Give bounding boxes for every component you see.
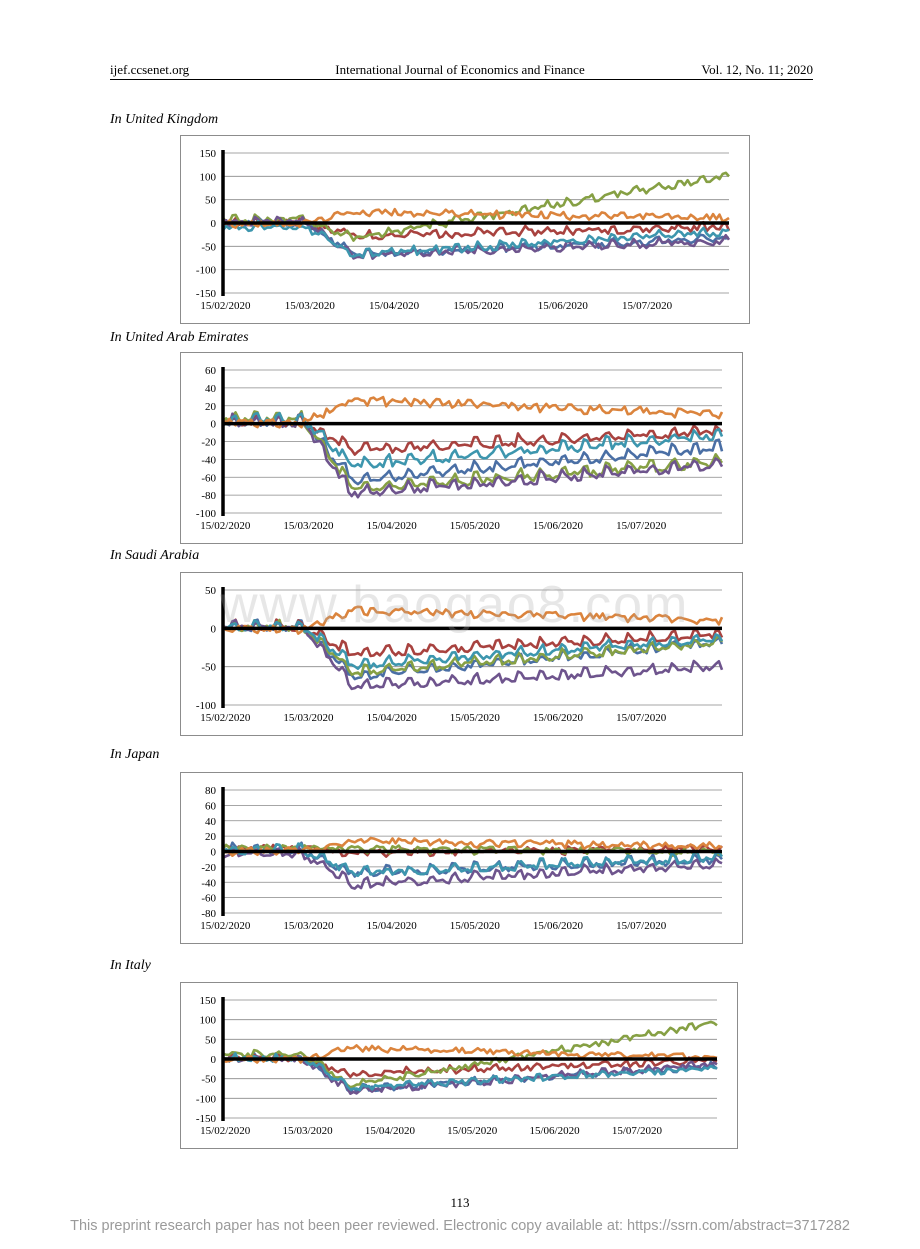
y-tick-label: -150 <box>196 288 217 300</box>
x-tick-label: 15/07/2020 <box>616 520 667 532</box>
x-tick-label: 15/03/2020 <box>283 920 334 932</box>
y-tick-label: -60 <box>201 893 216 905</box>
y-tick-label: 50 <box>205 1034 217 1046</box>
y-tick-label: -50 <box>201 1074 216 1086</box>
x-tick-label: 15/04/2020 <box>367 920 418 932</box>
series-purple <box>222 846 723 890</box>
section-title-uk: In United Kingdom <box>110 112 219 127</box>
y-tick-label: 50 <box>205 195 217 207</box>
page-number: 113 <box>450 1195 470 1210</box>
y-tick-label: -50 <box>201 662 216 674</box>
y-tick-label: -20 <box>201 437 216 449</box>
chart-italy: 150 100 50 0 -50 -100 -150 15/02/2020 15/03/2020… <box>180 982 738 1149</box>
x-tick-label: 15/05/2020 <box>447 1125 498 1137</box>
preprint-footer-note: This preprint research paper has not bee… <box>70 1218 850 1234</box>
y-tick-label: -100 <box>196 700 217 712</box>
y-tick-label: -40 <box>201 877 216 889</box>
header-right: Vol. 12, No. 11; 2020 <box>701 62 813 77</box>
y-tick-label: 100 <box>200 1015 217 1027</box>
x-tick-label: 15/04/2020 <box>367 712 418 724</box>
series-teal <box>222 619 724 670</box>
x-tick-label: 15/03/2020 <box>285 300 336 312</box>
y-tick-label: 150 <box>200 995 217 1007</box>
y-tick-label: 20 <box>205 401 217 413</box>
y-tick-label: 60 <box>205 365 217 377</box>
y-tick-label: 0 <box>211 847 217 859</box>
chart-uk: 150 100 50 0 -50 -100 -150 15/02/2020 15/03/2020… <box>180 135 750 324</box>
x-tick-label: 15/02/2020 <box>200 712 251 724</box>
x-tick-label: 15/05/2020 <box>453 300 504 312</box>
y-tick-label: 0 <box>211 1054 217 1066</box>
x-tick-label: 15/05/2020 <box>450 520 501 532</box>
x-tick-label: 15/07/2020 <box>616 712 667 724</box>
y-tick-label: 40 <box>205 383 217 395</box>
x-tick-label: 15/06/2020 <box>533 712 584 724</box>
y-tick-label: 0 <box>211 419 217 431</box>
y-tick-label: 0 <box>211 218 217 230</box>
y-tick-label: 0 <box>211 623 217 635</box>
series-purple <box>222 1053 718 1095</box>
y-tick-label: -80 <box>201 908 216 920</box>
x-tick-label: 15/02/2020 <box>200 300 251 312</box>
y-tick-label: 20 <box>205 831 217 843</box>
y-tick-label: -80 <box>201 490 216 502</box>
header-left: ijef.ccsenet.org <box>110 62 190 77</box>
header-rule <box>110 79 813 80</box>
x-tick-label: 15/05/2020 <box>450 920 501 932</box>
series-teal <box>221 219 730 259</box>
y-tick-label: -20 <box>201 862 216 874</box>
chart-japan: 80 60 40 20 0 -20 -40 -60 -80 15/02/2020 15/03/202… <box>180 772 743 944</box>
x-tick-label: 15/07/2020 <box>616 920 667 932</box>
x-tick-label: 15/03/2020 <box>283 712 334 724</box>
chart-saudi: 50 0 -50 -100 15/02/2020 15/03/2020 15/04/2020… <box>180 572 743 736</box>
y-tick-label: 100 <box>200 171 217 183</box>
watermark: www.baogao8.com <box>220 576 690 634</box>
x-tick-label: 15/06/2020 <box>530 1125 581 1137</box>
y-tick-label: -40 <box>201 454 216 466</box>
series-orange <box>221 395 724 429</box>
y-tick-label: 60 <box>205 800 217 812</box>
x-tick-label: 15/02/2020 <box>200 920 251 932</box>
x-tick-label: 15/03/2020 <box>283 1125 334 1137</box>
x-tick-label: 15/04/2020 <box>365 1125 416 1137</box>
x-tick-label: 15/07/2020 <box>612 1125 663 1137</box>
y-tick-label: -100 <box>196 508 217 520</box>
x-tick-label: 15/06/2020 <box>538 300 589 312</box>
section-title-italy: In Italy <box>110 958 151 973</box>
y-tick-label: 80 <box>205 785 217 797</box>
series-orange <box>222 207 730 229</box>
x-tick-label: 15/03/2020 <box>283 520 334 532</box>
x-tick-label: 15/07/2020 <box>622 300 673 312</box>
y-tick-label: 50 <box>205 585 217 597</box>
series-teal <box>221 842 724 878</box>
y-tick-label: -50 <box>201 241 216 253</box>
series-orange <box>222 836 723 857</box>
y-tick-label: -60 <box>201 472 216 484</box>
section-title-uae: In United Arab Emirates <box>110 330 249 345</box>
chart-uae: 60 40 20 0 -20 -40 -60 -80 -100 15/02/2020 15/03/2… <box>180 352 743 544</box>
y-tick-label: -150 <box>196 1113 217 1125</box>
section-title-saudi: In Saudi Arabia <box>110 548 200 563</box>
x-tick-label: 15/06/2020 <box>533 520 584 532</box>
header-center: International Journal of Economics and F… <box>335 62 585 77</box>
x-tick-label: 15/04/2020 <box>367 520 418 532</box>
section-title-japan: In Japan <box>110 747 160 762</box>
x-tick-label: 15/06/2020 <box>533 920 584 932</box>
y-tick-label: 150 <box>200 148 217 160</box>
y-tick-label: 40 <box>205 816 217 828</box>
x-tick-label: 15/04/2020 <box>369 300 420 312</box>
x-tick-label: 15/05/2020 <box>450 712 501 724</box>
y-tick-label: -100 <box>196 265 217 277</box>
x-tick-label: 15/02/2020 <box>200 1125 251 1137</box>
y-tick-label: -100 <box>196 1093 217 1105</box>
x-tick-label: 15/02/2020 <box>200 520 251 532</box>
